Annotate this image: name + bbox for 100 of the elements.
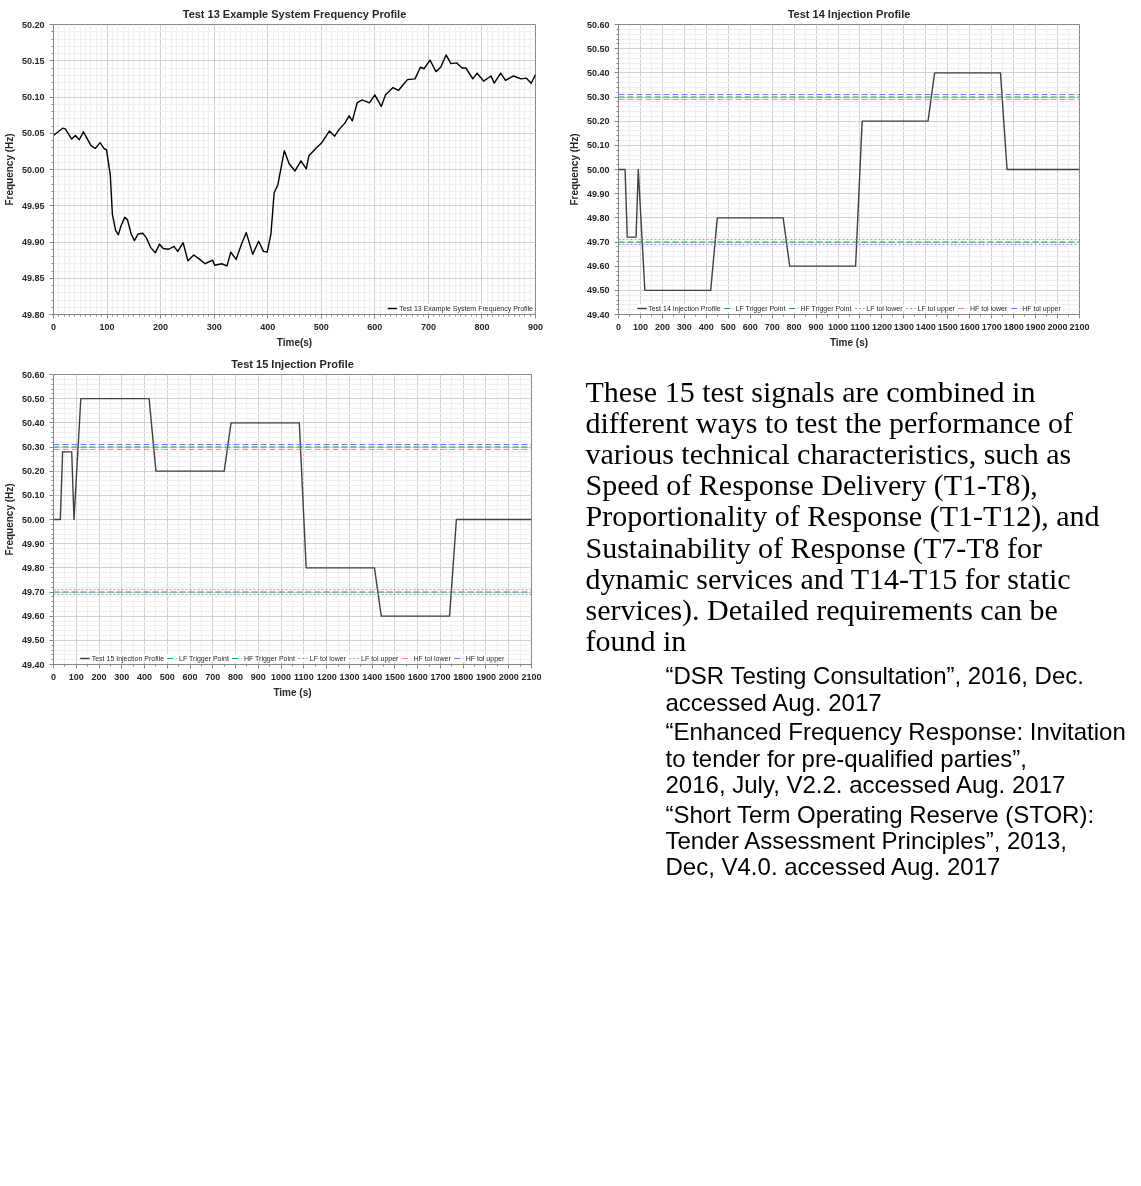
- x-tick-label: 1700: [981, 321, 1002, 332]
- x-axis-title: Time(s): [276, 336, 313, 348]
- x-tick-label: 100: [68, 671, 84, 682]
- y-tick-label: 50.00: [586, 164, 610, 175]
- x-tick-label: 1500: [384, 671, 405, 682]
- x-tick-label: 500: [313, 321, 329, 332]
- y-tick-label: 50.50: [21, 393, 45, 404]
- x-tick-label: 1000: [828, 321, 849, 332]
- chart-title: Test 14 Injection Profile: [787, 7, 911, 20]
- y-tick-label: 49.90: [586, 188, 610, 199]
- y-axis-title: Frequency (Hz): [3, 133, 15, 206]
- x-tick-label: 1900: [1025, 321, 1046, 332]
- y-tick-label: 49.50: [21, 635, 45, 646]
- x-tick-label: 400: [137, 671, 153, 682]
- x-tick-label: 1400: [362, 671, 383, 682]
- y-tick-label: 50.00: [21, 164, 45, 175]
- x-tick-label: 800: [228, 671, 244, 682]
- y-tick-label: 49.80: [586, 212, 610, 223]
- x-tick-label: 1300: [339, 671, 360, 682]
- x-tick-label: 900: [808, 321, 824, 332]
- chart-title: Test 13 Example System Frequency Profile: [182, 7, 407, 20]
- y-tick-label: 50.15: [21, 55, 45, 66]
- y-tick-label: 49.90: [21, 538, 45, 549]
- y-tick-label: 50.20: [21, 466, 45, 477]
- x-tick-label: 2000: [498, 671, 519, 682]
- y-tick-label: 49.60: [586, 261, 610, 272]
- text: “Short Term Operating Reserve (STOR): Tender Assessment Principles”, 2013, Dec, V4.0. accessed Aug. 2017: [665, 800, 1095, 880]
- text: “Enhanced Frequency Response: Invitation to tender for pre-qualified parties”, 2016, July, V2.2. accessed Aug. 2017: [665, 718, 1126, 798]
- x-tick-label: 800: [474, 321, 490, 332]
- y-tick-label: 49.90: [21, 237, 45, 247]
- x-tick-label: 100: [632, 321, 648, 332]
- x-tick-label: 2100: [521, 671, 542, 682]
- y-tick-label: 50.40: [586, 67, 610, 78]
- x-tick-label: 0: [51, 671, 57, 682]
- x-tick-label: 1800: [1003, 321, 1024, 332]
- y-tick-label: 49.40: [21, 659, 45, 670]
- x-tick-label: 1600: [407, 671, 428, 682]
- line-series: [53, 397, 532, 617]
- x-tick-label: 1100: [850, 321, 870, 332]
- x-tick-label: 300: [114, 671, 130, 682]
- y-tick-label: 49.60: [21, 611, 45, 622]
- y-tick-label: 50.20: [21, 19, 45, 30]
- x-tick-label: 500: [720, 321, 736, 332]
- x-tick-label: 1200: [316, 671, 337, 682]
- y-tick-label: 50.30: [21, 442, 45, 452]
- y-tick-label: 50.10: [21, 490, 45, 501]
- y-tick-label: 49.80: [21, 562, 45, 573]
- x-tick-label: 2100: [1069, 321, 1090, 332]
- y-tick-label: 50.50: [586, 43, 610, 54]
- x-tick-label: 900: [527, 321, 544, 332]
- y-tick-label: 50.40: [21, 417, 45, 428]
- y-axis-title: Frequency (Hz): [568, 133, 580, 206]
- chart-title: Test 15 Injection Profile: [231, 357, 354, 370]
- x-axis-title: Time (s): [829, 336, 869, 348]
- y-tick-label: 49.70: [21, 587, 45, 597]
- x-tick-label: 1200: [871, 321, 892, 332]
- x-tick-label: 1800: [453, 671, 474, 682]
- x-tick-label: 700: [420, 321, 436, 332]
- y-tick-label: 50.00: [21, 514, 45, 525]
- x-tick-label: 700: [764, 321, 780, 332]
- y-tick-label: 49.95: [21, 200, 45, 211]
- y-tick-label: 50.20: [586, 116, 610, 127]
- y-tick-label: 49.80: [21, 309, 45, 320]
- y-tick-label: 50.30: [586, 92, 610, 102]
- x-tick-label: 800: [786, 321, 802, 332]
- y-tick-label: 49.50: [586, 285, 610, 296]
- x-tick-label: 2000: [1047, 321, 1068, 332]
- y-axis-title: Frequency (Hz): [3, 483, 15, 556]
- y-tick-label: 50.10: [586, 140, 610, 151]
- line-series: [53, 54, 536, 267]
- x-tick-label: 700: [205, 671, 221, 682]
- y-tick-label: 50.60: [21, 369, 45, 380]
- x-tick-label: 1300: [893, 321, 914, 332]
- x-tick-label: 400: [260, 321, 276, 332]
- y-tick-label: 49.85: [21, 273, 45, 284]
- x-tick-label: 1400: [915, 321, 936, 332]
- x-tick-label: 200: [654, 321, 670, 332]
- y-tick-label: 50.60: [586, 19, 610, 30]
- x-tick-label: 1100: [294, 671, 314, 682]
- x-tick-label: 0: [616, 321, 622, 332]
- y-tick-label: 50.10: [21, 92, 45, 102]
- x-tick-label: 500: [159, 671, 175, 682]
- y-tick-label: 49.70: [586, 237, 610, 247]
- x-tick-label: 1600: [959, 321, 980, 332]
- x-tick-label: 0: [51, 321, 57, 332]
- x-tick-label: 200: [91, 671, 107, 682]
- x-tick-label: 600: [367, 321, 383, 332]
- x-tick-label: 300: [676, 321, 692, 332]
- x-tick-label: 1700: [430, 671, 451, 682]
- x-tick-label: 1500: [937, 321, 958, 332]
- line-series: [618, 72, 1080, 292]
- x-tick-label: 1000: [271, 671, 292, 682]
- x-tick-label: 300: [206, 321, 222, 332]
- x-axis-title: Time (s): [273, 686, 312, 698]
- text: These 15 test signals are combined in different ways to test the performance of various technical characteristics, such as Speed of Response Delivery (T1-T8), Proportionality of Response (T1-T12), and Sustainability of Response (T7-T8 for dynamic services and T14-T15 for static services). Detailed requirements can be found in: [585, 375, 1100, 657]
- x-tick-label: 400: [698, 321, 714, 332]
- x-tick-label: 900: [250, 671, 266, 682]
- x-tick-label: 200: [153, 321, 169, 332]
- y-tick-label: 50.05: [21, 128, 45, 139]
- y-tick-label: 49.40: [586, 309, 610, 320]
